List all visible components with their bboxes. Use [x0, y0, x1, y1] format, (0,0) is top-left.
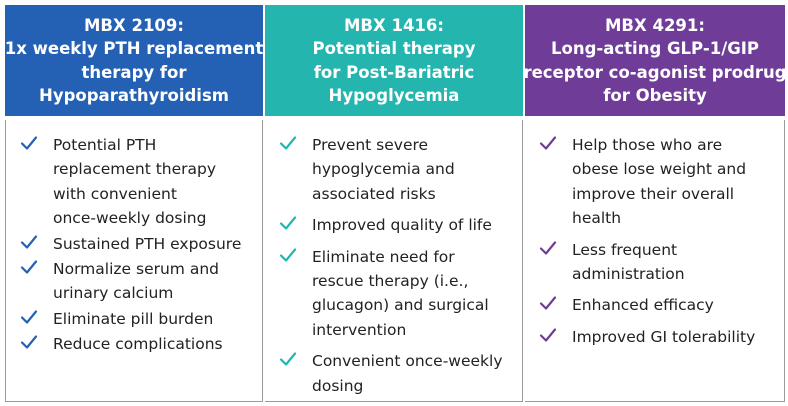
benefit-text-line: Normalize serum and [53, 260, 219, 279]
benefit-text-line: Improved GI tolerability [572, 327, 756, 346]
benefit-text-line: once-weekly dosing [53, 209, 207, 228]
header-line: 1x weekly PTH replacement [4, 39, 264, 58]
benefit-text-line: intervention [312, 320, 407, 339]
benefit-item: Eliminate need for rescue therapy (i.e., g… [265, 245, 522, 343]
benefit-text-line: Less frequent [572, 240, 678, 259]
header-line: for Post-Bariatric [313, 62, 475, 82]
benefit-item: Convenient once-weekly dosing [265, 349, 522, 398]
benefit-item: Normalize serum and urinary calcium [6, 257, 262, 306]
benefit-item: Reduce complications [6, 332, 262, 356]
benefit-text-line: administration [572, 265, 685, 284]
benefit-text-line: Help those who are [572, 136, 723, 154]
column-mbx-1416: MBX 1416: Potential therapy for Post-Baria… [265, 5, 523, 402]
benefit-list: Help those who are obese lose weight and i… [525, 133, 784, 356]
benefit-item: Improved GI tolerability [525, 325, 784, 349]
benefit-text-line: Improved quality of life [312, 216, 492, 235]
checkmark-icon [539, 294, 557, 312]
header-line: MBX 1416: [344, 15, 444, 35]
checkmark-icon [20, 233, 38, 251]
header-line: Hypoglycemia [328, 86, 460, 105]
checkmark-icon [279, 214, 297, 232]
benefit-item: Eliminate pill burden [6, 307, 262, 331]
benefit-item: Sustained PTH exposure [6, 232, 262, 256]
checkmark-icon [20, 333, 38, 351]
checkmark-icon [20, 258, 38, 276]
benefit-text-line: replacement therapy [53, 160, 217, 179]
benefit-item: Help those who are obese lose weight and i… [525, 133, 784, 231]
benefit-text-line: health [572, 209, 622, 228]
benefit-item: Improved quality of life [265, 213, 522, 237]
benefit-text-line: Reduce complications [53, 335, 223, 354]
benefit-text-line: obese lose weight and [572, 160, 747, 179]
header-line: receptor co-agonist prodrug [523, 62, 787, 82]
benefit-text-line: improve their overall [572, 184, 735, 203]
header-line: MBX 2109: [84, 15, 184, 35]
benefit-text-line: urinary calcium [53, 284, 174, 303]
column-mbx-4291: MBX 4291: Long-acting GLP-1/GIP receptor c… [523, 5, 787, 402]
benefit-text-line: Convenient once-weekly [312, 352, 503, 371]
checkmark-icon [539, 326, 557, 344]
header-line: Potential therapy [312, 39, 476, 58]
benefit-text-line: Sustained PTH exposure [53, 234, 242, 253]
benefit-item: Less frequent administration [525, 238, 784, 287]
benefit-item: Prevent severe hypoglycemia and associated… [265, 133, 522, 206]
benefit-text-line: dosing [312, 376, 364, 395]
header-line: MBX 4291: [605, 15, 705, 35]
benefit-text-line: Eliminate pill burden [53, 309, 214, 328]
checkmark-icon [279, 134, 297, 152]
benefit-text-line: Enhanced efficacy [572, 296, 714, 315]
benefit-text-line: hypoglycemia and [312, 160, 455, 179]
benefit-text-line: Potential PTH [53, 136, 157, 154]
checkmark-icon [20, 308, 38, 326]
benefit-item: Potential PTH replacement therapy with con… [6, 133, 262, 231]
header-line: therapy for [81, 62, 187, 82]
column-body: Help those who are obese lose weight and i… [525, 120, 785, 402]
benefit-text-line: Prevent severe [312, 136, 429, 154]
benefit-text-line: glucagon) and surgical [312, 296, 489, 315]
checkmark-icon [539, 239, 557, 257]
header-line: for Obesity [603, 86, 707, 105]
checkmark-icon [539, 134, 557, 152]
checkmark-icon [279, 350, 297, 368]
header-line: Hypoparathyroidism [39, 86, 229, 105]
benefit-text-line: associated risks [312, 184, 436, 203]
benefit-item: Enhanced efficacy [525, 293, 784, 317]
column-mbx-2109: MBX 2109: 1x weekly PTH replacement therap… [5, 5, 263, 402]
benefit-text-line: with convenient [53, 184, 177, 203]
header-line: Long-acting GLP-1/GIP [550, 39, 759, 58]
column-header: MBX 4291: Long-acting GLP-1/GIP receptor c… [523, 5, 787, 116]
checkmark-icon [279, 246, 297, 264]
column-header: MBX 2109: 1x weekly PTH replacement therap… [5, 5, 263, 116]
benefit-text-line: Eliminate need for [312, 247, 455, 266]
column-body: Prevent severe hypoglycemia and associated… [265, 120, 523, 402]
column-header: MBX 1416: Potential therapy for Post-Baria… [265, 5, 523, 116]
program-comparison-table: MBX 2109: 1x weekly PTH replacement therap… [5, 5, 787, 402]
benefit-text-line: rescue therapy (i.e., [312, 272, 469, 291]
benefit-list: Potential PTH replacement therapy with con… [6, 133, 262, 358]
checkmark-icon [20, 134, 38, 152]
column-body: Potential PTH replacement therapy with con… [5, 120, 263, 402]
benefit-list: Prevent severe hypoglycemia and associated… [265, 133, 522, 405]
